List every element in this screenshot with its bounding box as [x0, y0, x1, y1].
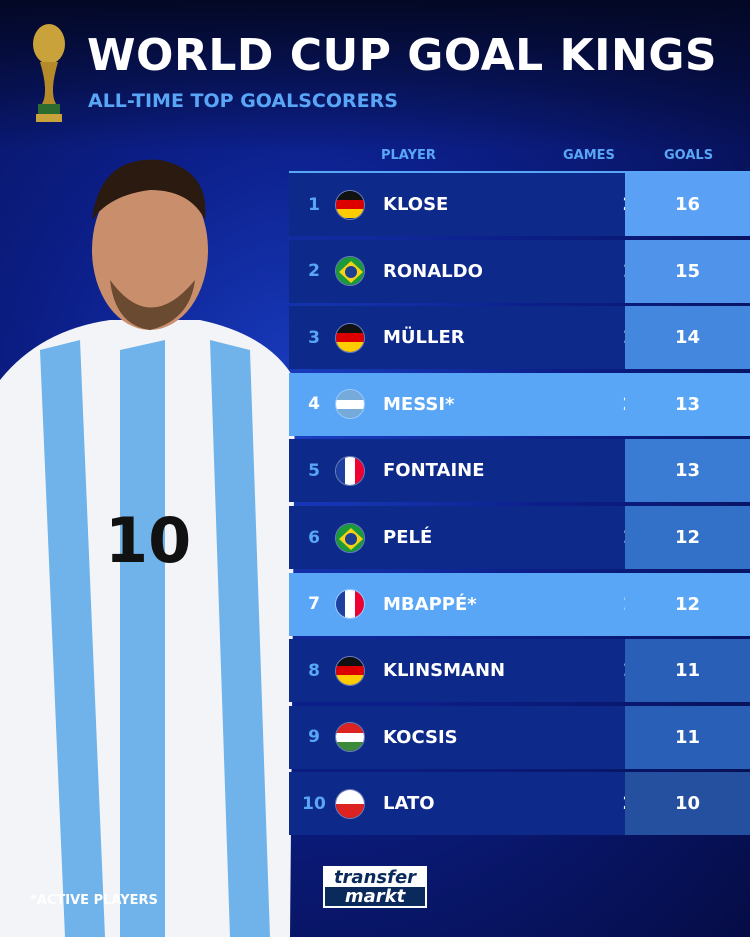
goals-count: 13 — [625, 372, 750, 436]
goals-count: 11 — [625, 705, 750, 769]
header-shade — [0, 0, 750, 150]
footnote: *ACTIVE PLAYERS — [30, 893, 158, 908]
brazil-flag-icon — [335, 522, 365, 553]
goals-count: 13 — [625, 439, 750, 503]
rank: 10 — [302, 793, 326, 814]
column-header-player: PLAYER — [381, 148, 436, 163]
world-cup-trophy-icon — [33, 24, 65, 122]
goals-count: 10 — [625, 772, 750, 836]
goals-count: 12 — [625, 506, 750, 569]
france-flag-icon — [335, 589, 365, 620]
germany-flag-icon — [335, 322, 365, 353]
france-flag-icon — [335, 455, 365, 486]
hungary-flag-icon — [335, 722, 365, 753]
player-name: PELÉ — [383, 527, 433, 548]
rank: 6 — [308, 527, 320, 548]
player-name: MBAPPÉ* — [383, 593, 477, 615]
goals-count: 12 — [625, 572, 750, 636]
player-name: FONTAINE — [383, 460, 485, 482]
player-name: KLINSMANN — [383, 660, 506, 682]
brazil-flag-icon — [335, 256, 365, 287]
page-title: WORLD CUP GOAL KINGS — [87, 30, 718, 81]
player-photo: 10 — [0, 159, 295, 937]
rank: 5 — [308, 460, 320, 481]
table-row: 9 KOCSIS 5 11 — [289, 705, 750, 769]
player-name: MESSI* — [383, 393, 455, 415]
goals-count: 14 — [625, 306, 750, 370]
player-name: KOCSIS — [383, 726, 458, 748]
germany-flag-icon — [335, 189, 365, 220]
rank: 7 — [308, 594, 320, 615]
goals-count: 16 — [625, 173, 750, 236]
poland-flag-icon — [335, 788, 365, 819]
transfermarkt-logo: transfer markt — [323, 866, 427, 908]
table-row: 10 LATO 20 10 — [289, 772, 750, 836]
player-name: MÜLLER — [383, 327, 465, 349]
table-row: 7 MBAPPÉ* 14 12 — [289, 572, 750, 636]
table-row: 2 RONALDO 19 15 — [289, 239, 750, 303]
table-row: 5 FONTAINE 6 13 — [289, 439, 750, 503]
goals-count: 11 — [625, 639, 750, 703]
table-row: 1 KLOSE 24 16 — [289, 173, 750, 236]
argentina-flag-icon — [335, 389, 365, 420]
rank: 9 — [308, 727, 320, 748]
rank: 4 — [308, 394, 320, 415]
player-name: LATO — [383, 793, 435, 815]
table-row: 3 MÜLLER 13 14 — [289, 306, 750, 370]
player-name: RONALDO — [383, 260, 483, 282]
column-header-games: GAMES — [563, 148, 615, 163]
header-divider — [289, 171, 750, 173]
rank: 3 — [308, 327, 320, 348]
player-name: KLOSE — [383, 194, 449, 215]
jersey-number: 10 — [105, 504, 191, 577]
germany-flag-icon — [335, 655, 365, 686]
table-row: 6 PELÉ 14 12 — [289, 506, 750, 569]
goals-count: 15 — [625, 239, 750, 303]
rank: 2 — [308, 261, 320, 282]
rank: 1 — [308, 194, 320, 215]
table-row: 8 KLINSMANN 17 11 — [289, 639, 750, 703]
table-row: 4 MESSI* 26 13 — [289, 372, 750, 436]
column-header-goals: GOALS — [664, 148, 714, 163]
rank: 8 — [308, 660, 320, 681]
page-subtitle: ALL-TIME TOP GOALSCORERS — [88, 90, 398, 112]
